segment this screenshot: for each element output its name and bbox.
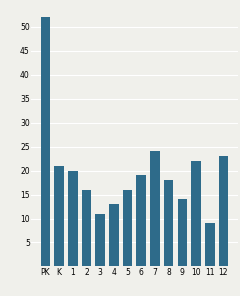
Bar	[54, 166, 64, 266]
Bar	[205, 223, 215, 266]
Bar	[109, 204, 119, 266]
Bar	[41, 17, 50, 266]
Bar	[82, 190, 91, 266]
Bar	[178, 199, 187, 266]
Bar	[150, 152, 160, 266]
Bar	[219, 156, 228, 266]
Bar	[137, 176, 146, 266]
Bar	[164, 180, 174, 266]
Bar	[123, 190, 132, 266]
Bar	[95, 214, 105, 266]
Bar	[68, 170, 78, 266]
Bar	[191, 161, 201, 266]
